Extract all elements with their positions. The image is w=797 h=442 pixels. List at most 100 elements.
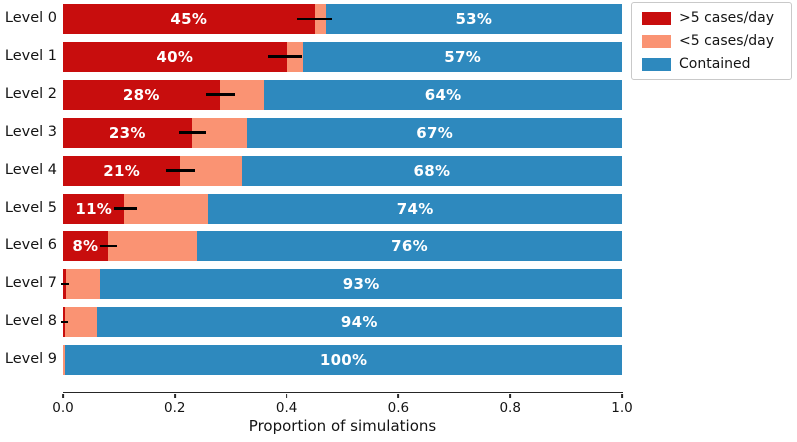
x-tick-mark [285, 393, 288, 398]
stacked-bar: 94% [63, 307, 622, 338]
y-axis-label: Level 0 [4, 10, 57, 26]
bar-value-label: 93% [342, 275, 380, 294]
segment-gt5: 40% [63, 41, 287, 72]
x-tick-mark [509, 393, 512, 398]
y-axis-label: Level 9 [4, 351, 57, 368]
x-tick-label: 0.4 [275, 400, 298, 416]
segment-contained: 76% [197, 231, 622, 262]
bar-value-label: 8% [72, 237, 99, 256]
bar-row-level-0: 45% 53% [63, 0, 622, 38]
segment-contained: 68% [241, 155, 622, 186]
error-bar [178, 131, 207, 134]
bar-value-label: 74% [396, 199, 434, 218]
legend-label: Contained [679, 56, 751, 72]
bar-value-label: 100% [319, 351, 368, 370]
stacked-bar: 11% 74% [63, 193, 622, 224]
x-axis-title: Proportion of simulations [248, 417, 437, 435]
segment-lt5 [65, 307, 97, 338]
segment-gt5: 23% [63, 117, 192, 148]
legend: >5 cases/day <5 cases/day Contained [631, 2, 792, 80]
error-bar [205, 93, 236, 96]
segment-lt5 [63, 345, 66, 376]
y-axis-label: Level 4 [4, 161, 57, 178]
legend-swatch-gt5-icon [642, 11, 671, 25]
x-axis-ticks: 0.0 0.2 0.4 0.6 0.8 1.0 [52, 392, 633, 438]
bar-value-label: 40% [156, 47, 194, 66]
segment-lt5 [107, 231, 198, 262]
bar-value-label: 67% [416, 123, 454, 142]
legend-label: >5 cases/day [679, 10, 775, 26]
segment-gt5: 45% [63, 4, 315, 34]
stacked-bar: 28% 64% [63, 79, 622, 110]
bar-value-label: 68% [413, 161, 451, 180]
legend-label: <5 cases/day [679, 33, 775, 49]
y-axis-label: Level 6 [4, 237, 57, 254]
bar-row-level-1: 40% 57% [63, 38, 622, 76]
segment-lt5 [65, 269, 101, 300]
segment-contained: 67% [247, 117, 622, 148]
error-bar [267, 55, 303, 58]
stacked-bar: 100% [63, 345, 622, 376]
bar-value-label: 64% [424, 85, 462, 104]
bar-value-label: 11% [75, 199, 113, 218]
error-bar [296, 17, 333, 21]
segment-contained: 53% [325, 4, 622, 34]
segment-lt5 [124, 193, 209, 224]
legend-entry-contained: Contained [642, 56, 781, 72]
bar-value-label: 28% [122, 85, 160, 104]
x-tick-label: 0.0 [52, 400, 74, 416]
stacked-bar: 23% 67% [63, 117, 622, 148]
stacked-bar: 21% 68% [63, 155, 622, 186]
segment-contained: 64% [264, 79, 622, 110]
bar-row-level-9: 100% [63, 341, 622, 379]
bar-value-label: 45% [170, 10, 208, 28]
x-tick-mark [397, 393, 400, 398]
error-bar [60, 320, 69, 324]
segment-contained: 100% [65, 345, 622, 376]
segment-gt5: 11% [63, 193, 125, 224]
x-tick-mark [173, 393, 176, 398]
stacked-bar: 8% 76% [63, 231, 622, 262]
error-bar [114, 207, 138, 210]
y-axis-label: Level 2 [4, 85, 57, 102]
bar-value-label: 23% [108, 123, 146, 142]
y-axis-label: Level 1 [4, 47, 57, 64]
plot-area: 45% 53% 40% 57% 28% 64% 23% 67% 21% 68% 11% 74% 8% 76… [60, 0, 622, 379]
x-axis-line [63, 392, 623, 393]
stacked-bar: 93% [63, 269, 622, 300]
y-axis-label: Level 3 [4, 123, 57, 140]
legend-swatch-lt5-icon [642, 34, 671, 48]
bar-value-label: 21% [103, 161, 141, 180]
segment-gt5: 21% [63, 155, 181, 186]
error-bar [99, 244, 117, 248]
error-bar [60, 282, 69, 286]
bar-row-level-6: 8% 76% [63, 227, 622, 265]
x-tick-label: 1.0 [611, 400, 633, 416]
bar-row-level-4: 21% 68% [63, 152, 622, 190]
legend-swatch-contained-icon [642, 57, 671, 71]
segment-contained: 93% [100, 269, 622, 300]
bar-row-level-7: 93% [60, 265, 622, 303]
error-bar [166, 169, 195, 172]
bar-row-level-2: 28% 64% [63, 76, 622, 114]
segment-contained: 94% [96, 307, 622, 338]
y-axis: Level 0 Level 1 Level 2 Level 3 Level 4 Level… [0, 0, 57, 379]
y-axis-label: Level 5 [4, 199, 57, 216]
bar-value-label: 53% [455, 10, 493, 28]
legend-entry-gt5: >5 cases/day [642, 10, 781, 26]
y-axis-label: Level 7 [4, 275, 57, 292]
bar-value-label: 76% [391, 237, 428, 256]
bar-row-level-5: 11% 74% [63, 190, 622, 228]
segment-contained: 57% [303, 41, 622, 72]
stacked-bar: 40% 57% [63, 41, 622, 72]
segment-gt5: 28% [63, 79, 220, 110]
x-tick-label: 0.6 [387, 400, 410, 416]
bar-value-label: 94% [340, 313, 378, 332]
bar-row-level-8: 94% [60, 303, 622, 341]
x-tick-mark [621, 393, 623, 398]
legend-entry-lt5: <5 cases/day [642, 33, 781, 49]
stacked-bar: 45% 53% [63, 4, 622, 34]
x-tick-mark [62, 393, 64, 398]
bar-row-level-3: 23% 67% [63, 114, 622, 152]
